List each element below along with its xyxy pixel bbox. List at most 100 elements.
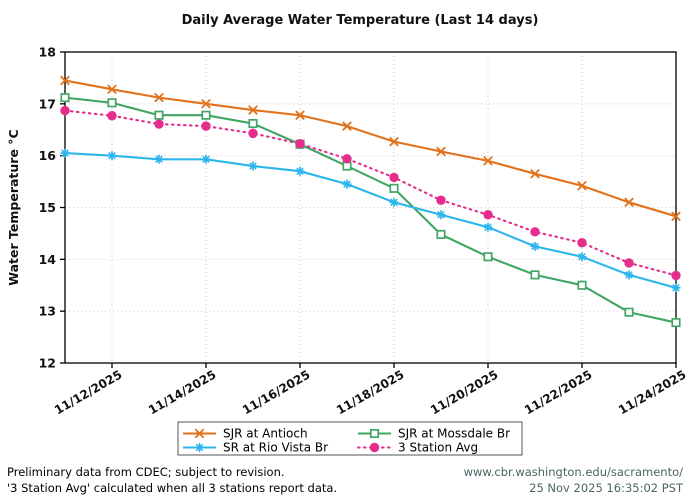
marker-open-square <box>154 110 164 120</box>
legend-box <box>177 421 523 456</box>
marker-asterisk <box>154 154 164 164</box>
y-tick-label: 15 <box>39 200 56 215</box>
marker-x <box>577 180 587 191</box>
marker-open-square <box>577 280 587 290</box>
footer-note-line1: Preliminary data from CDEC; subject to r… <box>7 465 285 479</box>
series-line <box>64 79 677 218</box>
marker-filled-circle <box>295 139 305 149</box>
x-tick-label: 11/12/2025 <box>52 367 124 417</box>
marker-asterisk <box>577 252 587 262</box>
marker-x <box>201 98 211 109</box>
marker-filled-circle <box>154 119 164 129</box>
marker-x <box>436 146 446 157</box>
series-line <box>64 96 677 324</box>
marker-asterisk <box>436 210 446 220</box>
x-tick-label: 11/20/2025 <box>428 367 500 417</box>
marker-open-square <box>201 110 211 120</box>
marker-x <box>107 84 117 95</box>
x-tick-label: 11/18/2025 <box>334 367 406 417</box>
marker-x <box>389 136 399 147</box>
marker-filled-circle <box>60 105 70 116</box>
legend: SJR at Antioch SJR at Mossdale Br SR at Ri… <box>177 421 523 456</box>
legend-entry-sjr-at-antioch: SJR at Antioch <box>183 427 308 441</box>
legend-label: SJR at Antioch <box>223 427 308 441</box>
marker-open-square <box>107 98 117 108</box>
legend-entry-sjr-at-mossdale-br: SJR at Mossdale Br <box>358 427 510 441</box>
marker-asterisk <box>483 222 493 232</box>
marker-open-square <box>624 307 634 317</box>
marker-filled-circle <box>369 442 380 453</box>
chart-title: Daily Average Water Temperature (Last 14… <box>181 13 539 28</box>
marker-asterisk <box>107 151 117 161</box>
marker-asterisk <box>201 154 211 164</box>
footer-source-url: www.cbr.washington.edu/sacramento/ <box>463 465 683 479</box>
legend-label: 3 Station Avg <box>398 441 478 455</box>
legend-label: SR at Rio Vista Br <box>223 441 328 455</box>
marker-open-square <box>671 318 681 328</box>
marker-x <box>295 110 305 121</box>
marker-filled-circle <box>201 121 211 131</box>
x-tick-label: 11/24/2025 <box>616 367 688 417</box>
series-sr-at-rio-vista-br <box>60 148 681 293</box>
marker-filled-circle <box>389 172 399 183</box>
marker-x <box>154 92 164 103</box>
marker-filled-circle <box>671 270 681 281</box>
marker-x <box>671 211 681 222</box>
marker-x <box>342 121 352 131</box>
marker-open-square <box>530 270 540 280</box>
marker-asterisk <box>195 443 204 452</box>
marker-open-square <box>389 183 399 193</box>
legend-entry-3-station-avg: 3 Station Avg <box>356 441 478 455</box>
marker-asterisk <box>60 148 70 158</box>
y-tick-label: 12 <box>39 356 56 371</box>
marker-open-square <box>483 252 493 262</box>
marker-asterisk <box>624 270 634 280</box>
footer-timestamp: 25 Nov 2025 16:35:02 PST <box>529 481 683 495</box>
series-sjr-at-mossdale-br <box>60 93 681 328</box>
marker-open-square <box>60 93 70 103</box>
footer-note-line2: '3 Station Avg' calculated when all 3 st… <box>7 481 338 495</box>
marker-asterisk <box>389 197 399 207</box>
marker-asterisk <box>248 161 258 171</box>
chart-canvas: 12 13 14 15 16 17 18 11/12/2025 11/14/2025 11/16/… <box>6 45 689 456</box>
series-sjr-at-antioch <box>60 75 681 222</box>
footer-source: www.cbr.washington.edu/sacramento/ 25 No… <box>464 464 683 496</box>
legend-entry-sr-at-rio-vista-br: SR at Rio Vista Br <box>183 441 328 455</box>
marker-filled-circle <box>436 195 446 205</box>
marker-x <box>248 105 258 115</box>
y-axis-title: Water Temperature °C <box>6 129 21 285</box>
marker-filled-circle <box>248 128 258 139</box>
series-line <box>64 152 677 289</box>
marker-filled-circle <box>483 210 493 220</box>
x-tick-label: 11/14/2025 <box>146 367 218 417</box>
axes-frame <box>64 51 677 364</box>
marker-asterisk <box>342 179 352 189</box>
marker-x <box>530 168 540 179</box>
marker-filled-circle <box>624 258 634 268</box>
series-3-station-avg <box>60 105 681 281</box>
y-tick-label: 16 <box>39 148 57 163</box>
y-tick-label: 14 <box>39 252 57 267</box>
marker-filled-circle <box>577 238 587 248</box>
marker-x <box>624 197 634 208</box>
marker-filled-circle <box>342 154 352 164</box>
series-line <box>63 109 678 277</box>
y-tick-label: 13 <box>39 304 56 319</box>
footer-notes: Preliminary data from CDEC; subject to r… <box>7 464 337 496</box>
y-tick-label: 17 <box>39 96 56 111</box>
marker-filled-circle <box>530 227 540 237</box>
y-tick-label: 18 <box>39 45 56 60</box>
x-tick-label: 11/16/2025 <box>240 367 312 417</box>
marker-asterisk <box>295 166 305 176</box>
x-tick-label: 11/22/2025 <box>522 367 594 417</box>
marker-filled-circle <box>107 111 117 121</box>
marker-x <box>483 156 493 166</box>
marker-asterisk <box>671 283 681 293</box>
marker-open-square <box>369 428 380 439</box>
marker-asterisk <box>530 241 540 251</box>
marker-open-square <box>436 229 446 240</box>
marker-open-square <box>248 118 258 129</box>
marker-x <box>60 75 70 86</box>
legend-label: SJR at Mossdale Br <box>398 427 510 441</box>
